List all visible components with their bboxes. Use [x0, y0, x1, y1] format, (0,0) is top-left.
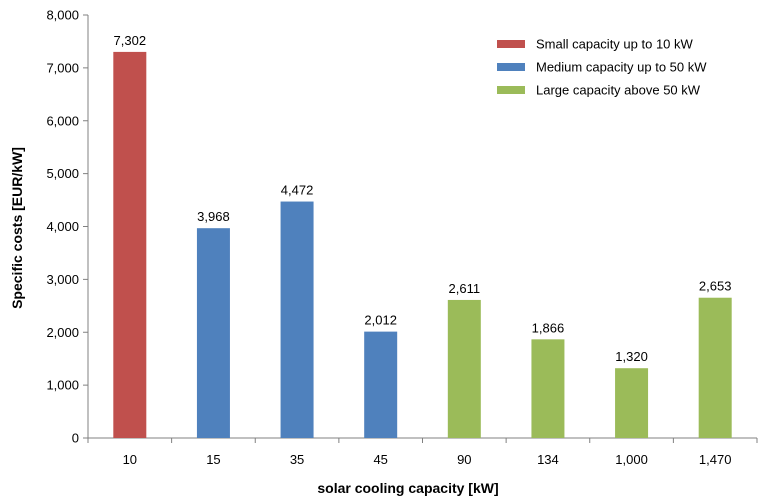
y-tick-label: 2,000: [46, 325, 79, 340]
legend-swatch: [497, 63, 525, 71]
legend-swatch: [497, 40, 525, 48]
y-tick-label: 0: [72, 431, 79, 446]
bar-value-label: 1,320: [615, 349, 648, 364]
bar-value-label: 1,866: [532, 320, 565, 335]
bar-value-label: 2,012: [364, 313, 397, 328]
bar: [447, 299, 481, 438]
y-tick-label: 8,000: [46, 8, 79, 23]
legend-label: Small capacity up to 10 kW: [536, 37, 694, 52]
x-tick-label: 45: [373, 452, 387, 467]
x-tick-label: 134: [537, 452, 559, 467]
bar: [113, 51, 147, 439]
bar-value-label: 2,653: [699, 279, 732, 294]
bar: [698, 297, 732, 438]
bar-value-label: 7,302: [114, 33, 147, 48]
legend-label: Large capacity above 50 kW: [536, 83, 701, 98]
bar: [615, 368, 649, 438]
bar: [280, 201, 314, 438]
x-tick-label: 1,470: [699, 452, 732, 467]
legend-label: Medium capacity up to 50 kW: [536, 60, 707, 75]
y-tick-label: 3,000: [46, 272, 79, 287]
x-tick-label: 90: [457, 452, 471, 467]
bar-value-label: 4,472: [281, 183, 314, 198]
bar-value-label: 3,968: [197, 209, 230, 224]
x-tick-label: 15: [206, 452, 220, 467]
y-tick-label: 5,000: [46, 166, 79, 181]
y-axis-title: Specific costs [EUR/kW]: [9, 147, 25, 309]
y-tick-label: 1,000: [46, 378, 79, 393]
x-axis-title: solar cooling capacity [kW]: [317, 480, 498, 496]
y-tick-label: 4,000: [46, 219, 79, 234]
y-tick-label: 7,000: [46, 60, 79, 75]
legend: Small capacity up to 10 kW Medium capacit…: [497, 37, 707, 98]
x-tick-label: 1,000: [615, 452, 648, 467]
x-tick-label: 35: [290, 452, 304, 467]
bar: [364, 331, 398, 438]
bar-value-label: 2,611: [449, 281, 481, 296]
plot-area: 0 1,000 2,000 3,000 4,000 5,000 6,000 7,000 8,00…: [46, 8, 758, 467]
x-tick-label: 10: [123, 452, 137, 467]
y-tick-label: 6,000: [46, 113, 79, 128]
legend-swatch: [497, 86, 525, 94]
bar: [196, 228, 230, 438]
bar: [531, 339, 565, 438]
